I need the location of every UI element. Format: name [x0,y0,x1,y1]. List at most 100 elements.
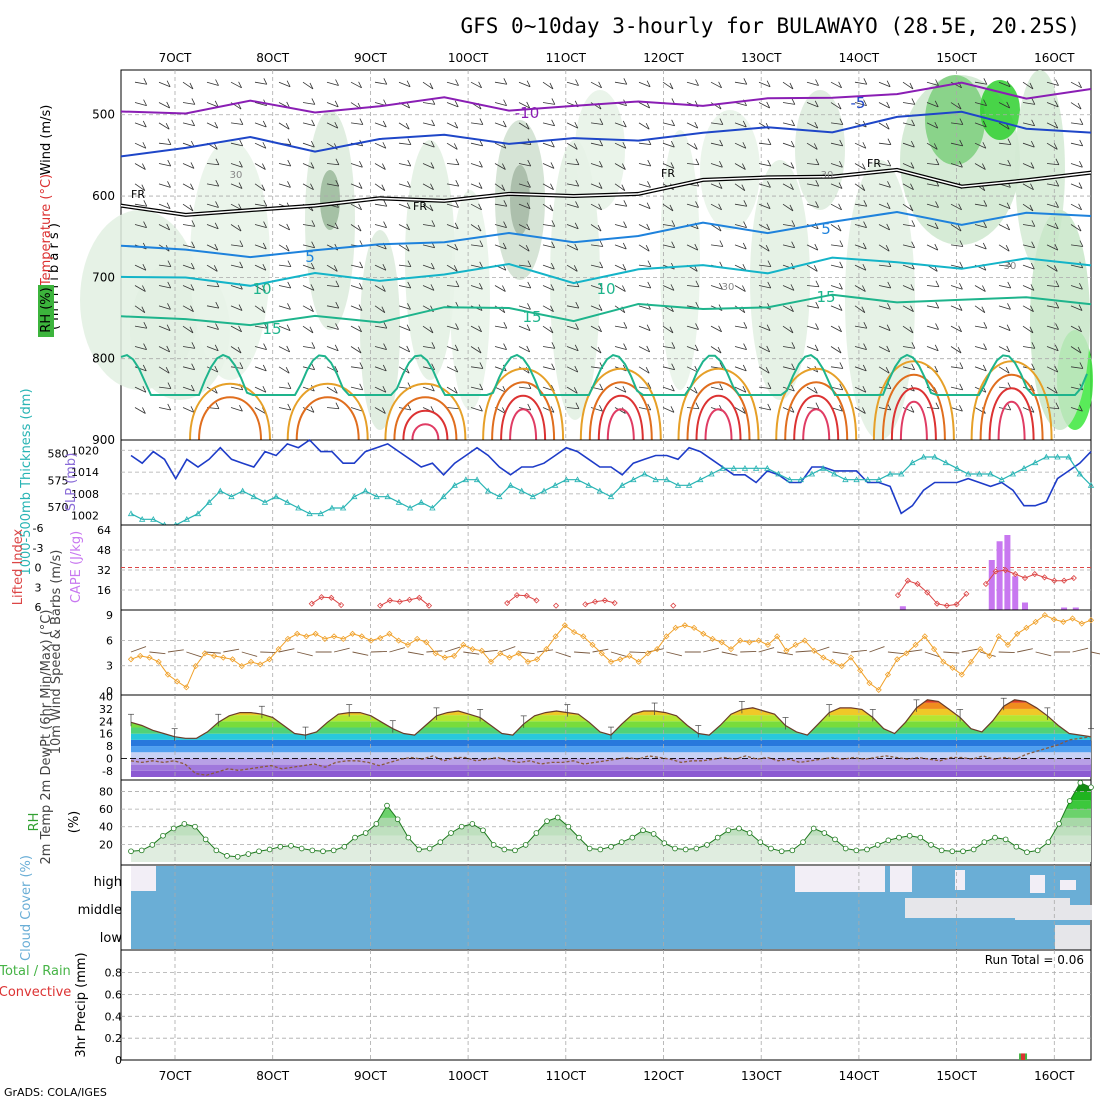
temp-band [131,733,1091,740]
wind-barb-flag [213,265,218,272]
wind-barb [614,264,627,271]
wind-barb-flag [454,344,459,351]
wind-barb-flag [934,100,939,108]
wind-barb [926,81,939,86]
wind-barb-flag [646,223,651,231]
wind-barb-flag [359,283,363,290]
wind-barb-flag [934,243,939,251]
rh2m-point [842,845,849,852]
wind-barb [326,81,339,86]
wind-barb [638,264,651,268]
wind-barb-flag [382,407,386,414]
wind-barb [998,346,1010,353]
wind-barb-flag [862,142,867,149]
wind-barb [230,244,243,247]
wind-barb [974,224,987,228]
rh2m-point [554,814,561,821]
wind-barb [926,305,939,309]
wind-barb-flag [550,183,554,190]
wind-speed-point [764,641,771,648]
credit-label: GrADS: COLA/IGES [4,1086,107,1099]
surface-barb [389,647,405,653]
thickness-point [819,465,827,471]
wind-barb-flag [790,262,795,270]
wind-barb [398,285,411,289]
cloud-high-block [795,866,885,892]
wind-barb [350,407,363,412]
wind-barb-flag [478,81,482,89]
wind-barb-flag [550,384,555,392]
wind-speed-point [247,658,255,665]
wind-speed-point [884,671,891,678]
wind-barb [566,244,578,251]
wind-barb [686,122,698,129]
wind-barb-flag [717,346,722,354]
wind-barb [782,285,795,291]
thickness-point [295,504,302,511]
warm-contour [970,360,1053,441]
wind-barb-flag [382,364,387,372]
wind-barb-flag [766,101,771,109]
wind-barb-flag [1007,138,1012,145]
rh2m-point [224,853,230,859]
wind-barb [566,386,578,394]
wind-barb-flag [623,200,628,207]
wind-barb [854,224,867,228]
wind-barb-flag [502,285,506,292]
wind-barb-flag [982,285,986,292]
wind-speed-point [275,646,282,653]
wind-barb [566,163,579,166]
wind-barb-flag [863,343,867,350]
wind-barb-flag [646,324,651,331]
wind-barb-flag [886,101,891,109]
wind-barb-flag [167,303,171,310]
wind-barb [710,122,723,125]
rh2m-point [512,847,518,854]
wind-barb [998,305,1011,310]
pressure-tick: 600 [92,189,115,203]
wind-barb [206,305,219,309]
wind-barb-flag [1079,161,1083,168]
wind-barb [350,285,363,290]
surface-barb [481,649,498,653]
wind-barb-flag [287,159,292,167]
wind-barb [878,81,891,88]
wind-barb-flag [165,123,170,130]
wind-barb [998,244,1010,252]
wind-barb [614,407,626,414]
wind-speed-point [552,633,559,640]
wind-barb [446,346,459,352]
lifted-axis-label: Lifted Index [11,528,26,605]
wind-barb-flag [694,243,699,251]
wind-barb-flag [1054,121,1059,129]
wind-barb [854,285,866,292]
wind-barb-flag [887,159,892,167]
wind-barb [590,407,603,412]
surface-barb [666,651,683,657]
wind-barb-flag [623,322,628,329]
wind-barb-flag [503,78,508,85]
temp-band [131,752,1091,759]
wind-barb-flag [381,306,386,313]
precip-tick: 0.8 [105,967,123,980]
wind-barb [566,142,578,150]
wind-barb [350,203,362,211]
rh2m-point [1034,847,1041,854]
wind-barb [1046,366,1058,373]
wind-barb-flag [215,402,220,409]
wind-barb [926,244,938,251]
wind-barb-flag [862,407,866,414]
wind-barb-flag [189,326,194,334]
wind-barb [806,142,818,150]
wind-barb-flag [310,162,315,169]
rh2m-point [821,830,828,836]
lifted-index-point [513,592,521,599]
thickness-point [764,465,771,471]
wind-barb-flag [454,121,459,129]
wind-barb-flag [431,363,436,370]
wind-barb [494,122,507,128]
surface-barb [518,651,535,655]
wind-barb-flag [766,345,771,353]
wind-barb [422,224,435,227]
wind-barb [686,285,699,288]
